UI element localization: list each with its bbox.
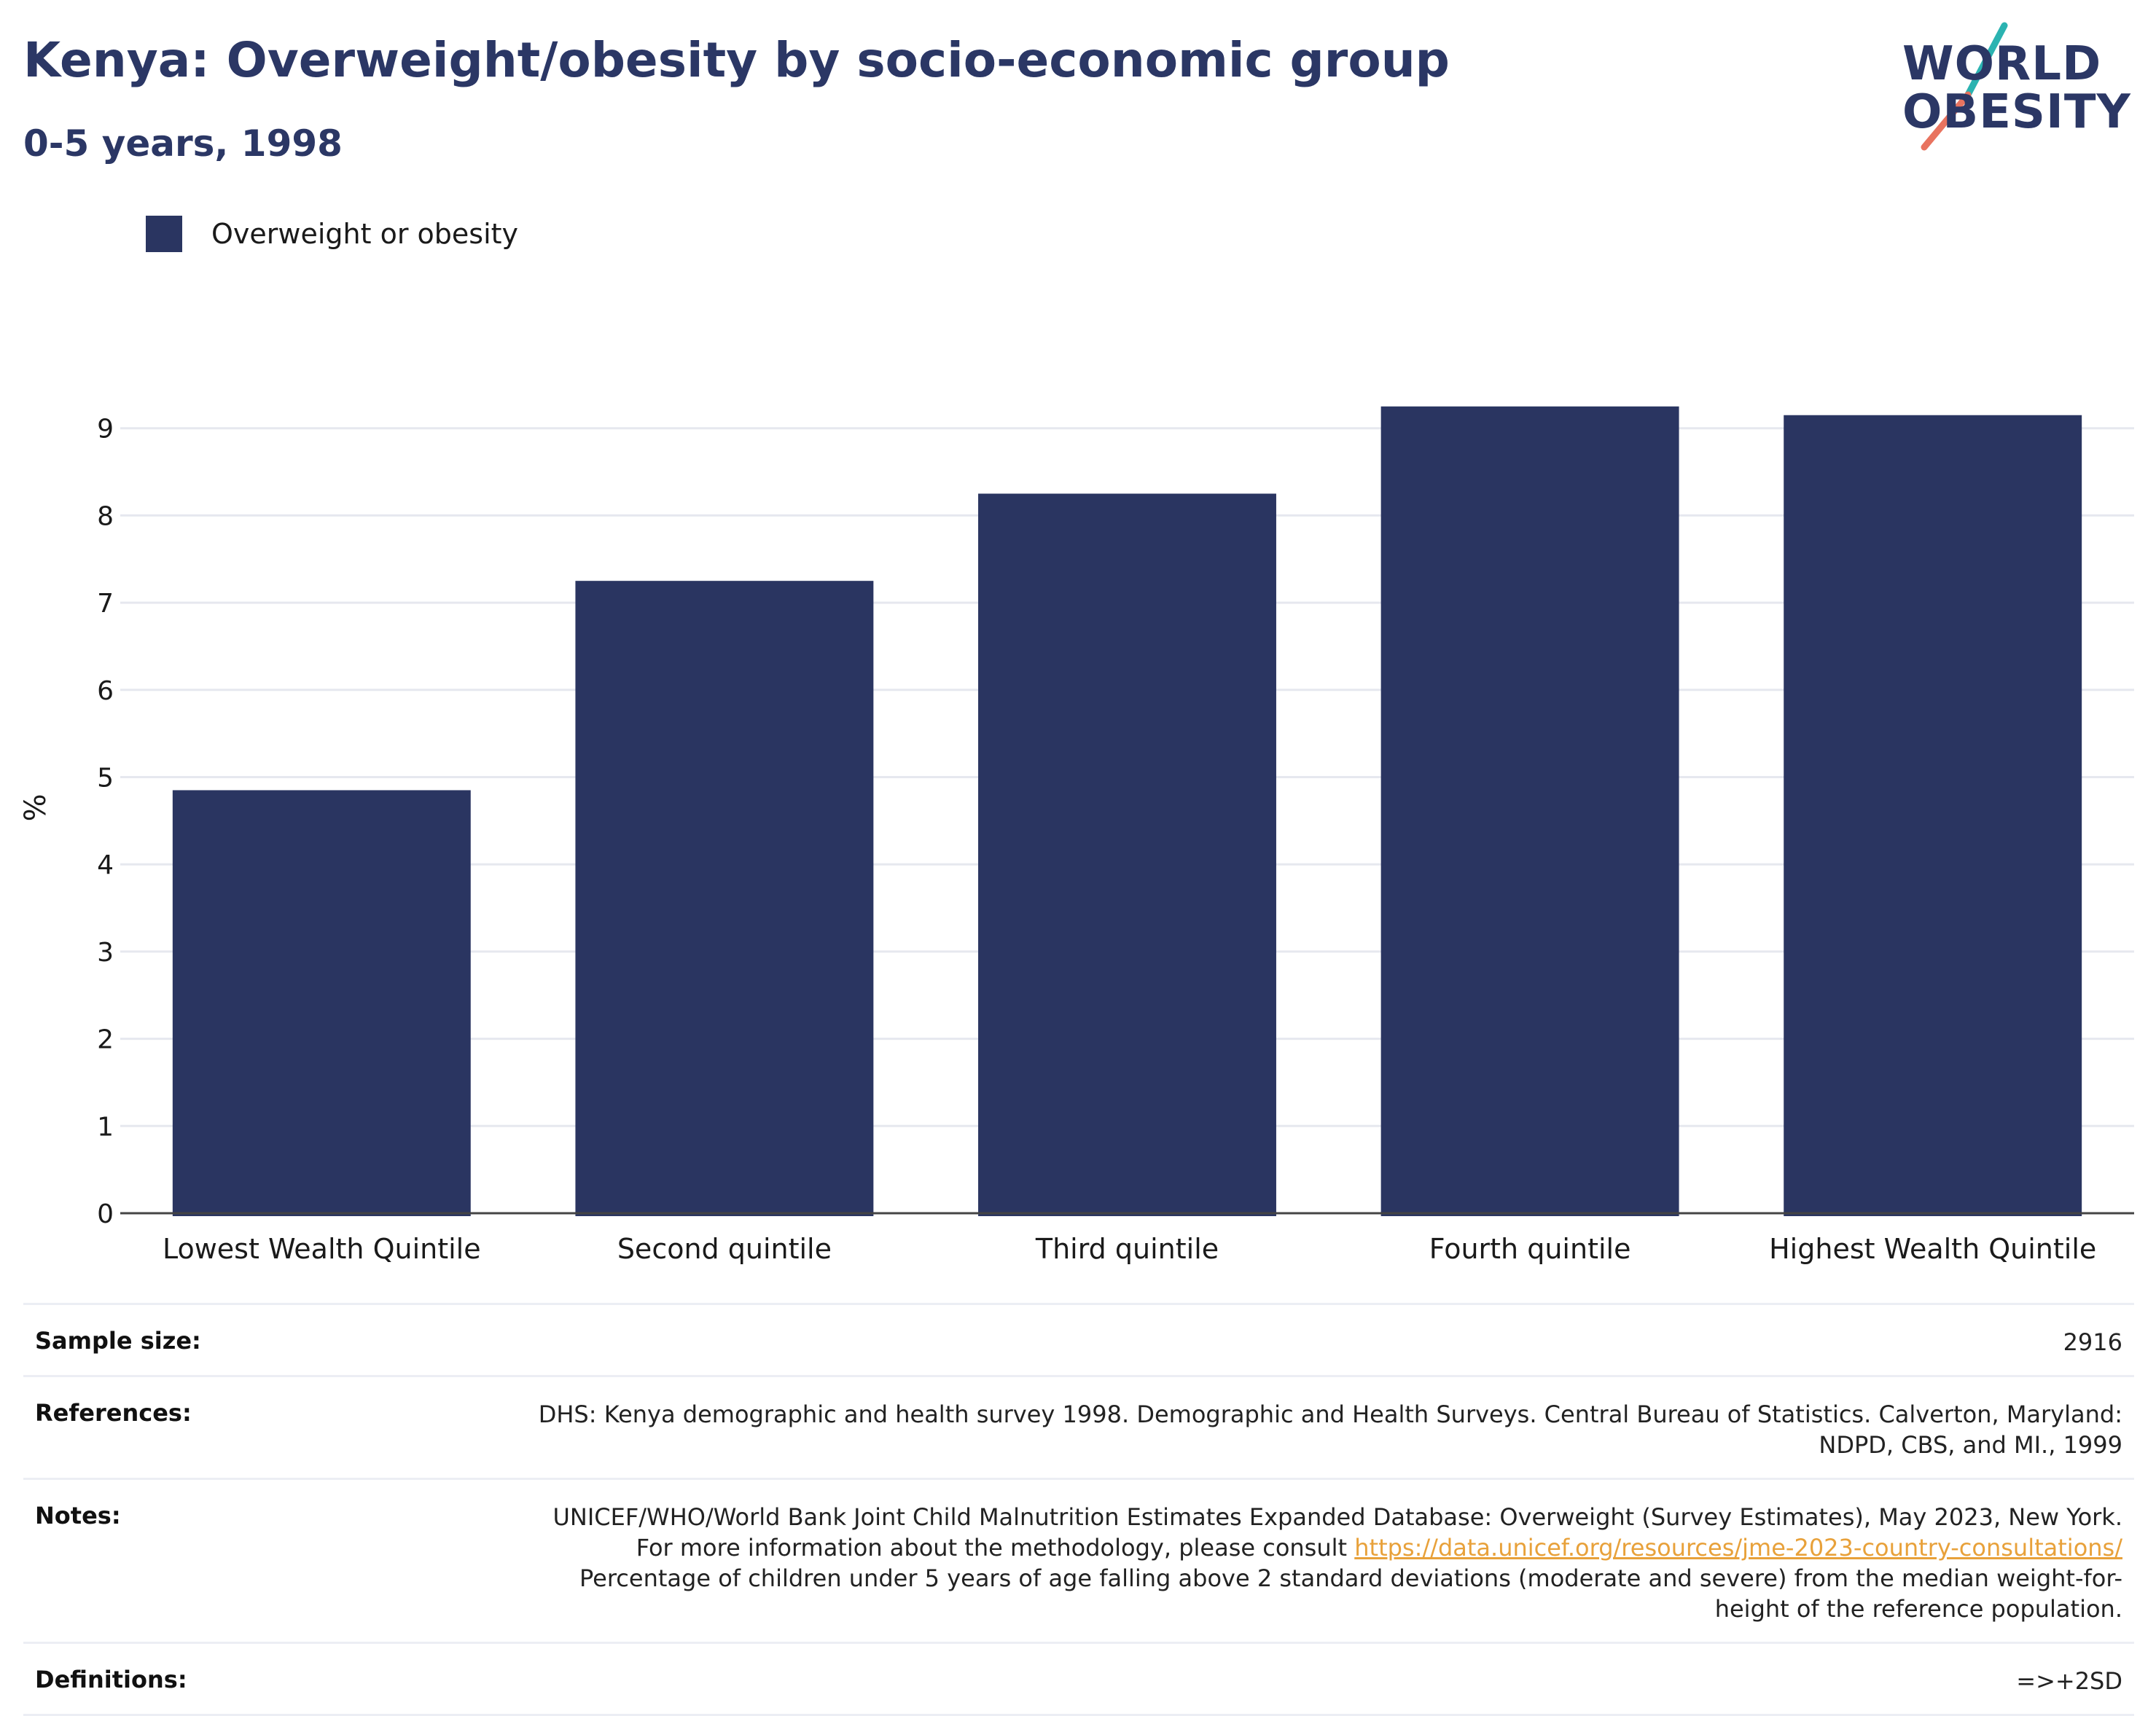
info-row-references: References: DHS: Kenya demographic and h… [23,1375,2134,1478]
bar[interactable] [172,790,471,1216]
y-tick-label: 0 [97,1199,114,1229]
notes-label: Notes: [35,1502,121,1529]
notes-link[interactable]: https://data.unicef.org/resources/jme-20… [1354,1534,2122,1562]
chart-subtitle: 0-5 years, 1998 [23,122,343,165]
references-label: References: [35,1399,192,1427]
y-tick-label: 2 [97,1025,114,1055]
info-row-notes: Notes: UNICEF/WHO/World Bank Joint Child… [23,1478,2134,1642]
references-value: DHS: Kenya demographic and health survey… [538,1400,2122,1459]
x-axis-ticks: Lowest Wealth Quintile Second quintile Thi… [163,1233,2096,1265]
notes-text-after: Percentage of children under 5 years of … [579,1564,2122,1623]
world-obesity-logo[interactable]: WORLD OBESITY [1895,22,2143,153]
x-tick-label: Third quintile [1035,1233,1219,1265]
chart-legend[interactable]: Overweight or obesity [146,216,518,252]
info-row-definitions: Definitions: =>+2SD [23,1642,2134,1716]
y-tick-label: 3 [97,938,114,968]
logo-text-world: WORLD [1902,37,2102,91]
chart-title: Kenya: Overweight/obesity by socio-econo… [23,32,1450,88]
x-tick-label: Second quintile [617,1233,832,1265]
definitions-label: Definitions: [35,1666,187,1693]
x-tick-label: Lowest Wealth Quintile [163,1233,481,1265]
bar[interactable] [575,581,874,1216]
legend-swatch [146,216,182,252]
y-axis-label: % [19,794,52,821]
x-tick-label: Fourth quintile [1429,1233,1631,1265]
legend-label: Overweight or obesity [211,218,519,250]
sample-size-value: 2916 [2063,1328,2122,1356]
y-tick-label: 8 [97,501,114,531]
y-axis-ticks: 0 1 2 3 4 5 6 7 8 9 [97,415,114,1229]
sample-size-label: Sample size: [35,1327,201,1355]
bar-chart: 0 1 2 3 4 5 6 7 8 9 % Lowest Wealth Quintile Secon… [19,406,2134,1265]
bars [172,406,2082,1216]
y-tick-label: 6 [97,676,114,706]
bar[interactable] [1784,415,2082,1216]
y-tick-label: 1 [97,1112,114,1142]
bar[interactable] [1380,406,1679,1216]
bar[interactable] [978,493,1276,1216]
notes-value: UNICEF/WHO/World Bank Joint Child Malnut… [534,1502,2123,1624]
x-tick-label: Highest Wealth Quintile [1769,1233,2096,1265]
y-tick-label: 7 [97,589,114,619]
logo-slash-icon [1921,22,2008,151]
definitions-value: =>+2SD [2016,1667,2122,1695]
notes-text-before: UNICEF/WHO/World Bank Joint Child Malnut… [552,1503,2123,1562]
y-tick-label: 9 [97,415,114,444]
info-row-sample-size: Sample size: 2916 [23,1303,2134,1375]
logo-text-obesity: OBESITY [1902,85,2131,139]
y-tick-label: 5 [97,764,114,794]
info-table: Sample size: 2916 References: DHS: Kenya… [23,1303,2134,1716]
y-tick-label: 4 [97,850,114,880]
